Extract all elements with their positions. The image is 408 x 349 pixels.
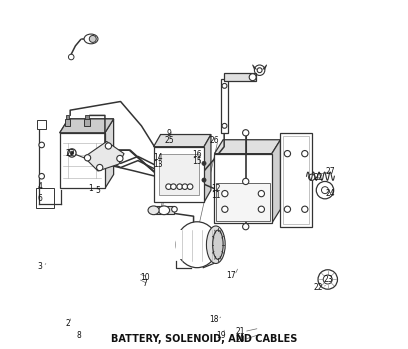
Ellipse shape [148,206,159,215]
Bar [84,119,90,126]
Circle shape [39,142,44,148]
Circle shape [249,74,256,81]
Circle shape [258,206,264,213]
Circle shape [323,275,332,284]
Polygon shape [84,141,124,171]
Ellipse shape [176,222,218,268]
Text: 6: 6 [38,194,42,203]
Polygon shape [60,119,113,133]
Bar [224,73,256,81]
Circle shape [105,143,111,149]
Circle shape [202,178,206,182]
Circle shape [182,184,188,190]
Circle shape [172,207,177,212]
Bar [153,147,204,202]
Circle shape [69,54,74,60]
Text: 15: 15 [192,157,202,166]
Circle shape [187,184,193,190]
Circle shape [68,149,76,157]
Polygon shape [272,140,280,223]
Circle shape [258,191,264,197]
Text: 1: 1 [89,184,93,193]
Text: 8: 8 [76,331,81,340]
Circle shape [302,150,308,157]
Ellipse shape [84,34,98,44]
Circle shape [222,124,227,128]
Bar [176,230,218,259]
Bar [36,188,54,208]
Text: 11: 11 [211,191,221,200]
Circle shape [284,206,290,213]
Circle shape [243,223,249,230]
Text: 22: 22 [314,283,324,292]
Circle shape [39,173,44,179]
Bar [159,154,199,195]
Circle shape [243,178,249,185]
Circle shape [257,68,262,73]
Text: 16: 16 [192,150,202,159]
Text: 4: 4 [38,182,42,191]
Ellipse shape [213,230,223,259]
Bar [153,206,175,215]
Circle shape [322,187,328,194]
Text: 5: 5 [95,186,100,195]
Ellipse shape [206,226,225,263]
Polygon shape [60,119,113,133]
Text: 19: 19 [216,331,226,340]
Circle shape [97,164,103,171]
Bar [66,116,69,119]
Circle shape [70,151,74,155]
Circle shape [222,191,228,197]
Text: 20: 20 [236,335,245,344]
Text: 10: 10 [140,273,150,282]
Text: 17: 17 [226,271,236,280]
Text: BATTERY, SOLENOID, AND CABLES: BATTERY, SOLENOID, AND CABLES [111,334,297,344]
Text: 7: 7 [142,280,147,289]
Circle shape [166,184,171,190]
Text: 22: 22 [314,173,324,183]
Circle shape [308,174,315,180]
Bar [37,120,46,129]
Text: 9: 9 [167,129,172,138]
Circle shape [89,36,96,43]
Polygon shape [105,119,113,188]
Text: 2: 2 [65,319,70,328]
Bar [283,135,309,224]
Text: 23: 23 [324,275,333,284]
Text: 13: 13 [153,159,163,169]
Circle shape [171,184,176,190]
Bar [60,133,105,188]
Text: 12: 12 [211,184,221,193]
Text: 21: 21 [236,327,245,336]
Circle shape [302,206,308,213]
Polygon shape [204,134,211,202]
Text: 26: 26 [210,136,219,145]
Polygon shape [153,134,211,147]
Bar [85,116,89,119]
Text: 27: 27 [325,167,335,176]
Text: 24: 24 [325,189,335,198]
Text: 3: 3 [38,262,42,271]
Ellipse shape [158,206,170,215]
Circle shape [202,161,206,165]
Circle shape [284,150,290,157]
Text: 22: 22 [65,149,75,158]
Circle shape [84,155,91,161]
Circle shape [117,155,123,162]
Text: 25: 25 [164,136,174,145]
Circle shape [177,184,182,190]
Circle shape [222,206,228,213]
Bar [64,119,70,126]
Bar [216,183,270,221]
Bar [215,154,272,223]
Text: 18: 18 [210,315,219,324]
Bar [221,79,228,133]
Circle shape [243,130,249,136]
Polygon shape [215,140,280,154]
Text: 14: 14 [153,153,163,162]
Bar [280,133,312,227]
Circle shape [222,83,227,88]
